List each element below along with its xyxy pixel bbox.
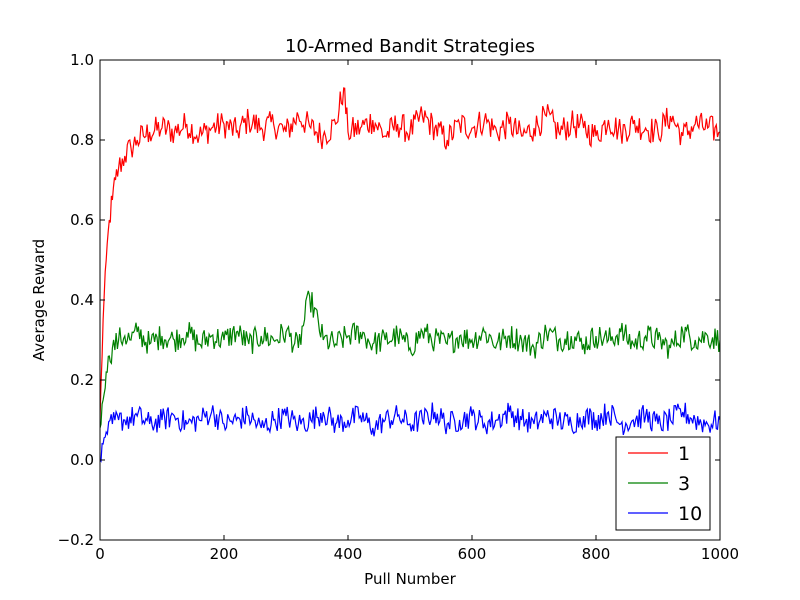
series-line-10 <box>100 402 720 463</box>
chart-title: 10-Armed Bandit Strategies <box>285 36 535 57</box>
legend-label-1: 1 <box>678 443 690 465</box>
y-tick-label: 0.2 <box>70 371 94 389</box>
x-tick-label: 0 <box>95 545 105 563</box>
series-line-1 <box>100 87 720 421</box>
y-tick-label: 0.6 <box>70 211 94 229</box>
legend-label-10: 10 <box>678 503 702 525</box>
x-axis-label: Pull Number <box>364 570 456 588</box>
x-tick-label: 600 <box>458 545 487 563</box>
y-tick-label: 0.4 <box>70 291 94 309</box>
y-tick-label: 1.0 <box>70 51 94 69</box>
y-tick-label: 0.0 <box>70 451 94 469</box>
x-tick-label: 200 <box>210 545 239 563</box>
x-tick-label: 800 <box>582 545 611 563</box>
y-axis-label: Average Reward <box>30 239 48 361</box>
series-line-3 <box>100 290 720 429</box>
y-tick-label: −0.2 <box>58 531 94 549</box>
legend: 1 3 10 <box>615 436 711 531</box>
y-tick-label: 0.8 <box>70 131 94 149</box>
x-tick-label: 400 <box>334 545 363 563</box>
x-tick-label: 1000 <box>701 545 739 563</box>
legend-label-3: 3 <box>678 473 690 495</box>
